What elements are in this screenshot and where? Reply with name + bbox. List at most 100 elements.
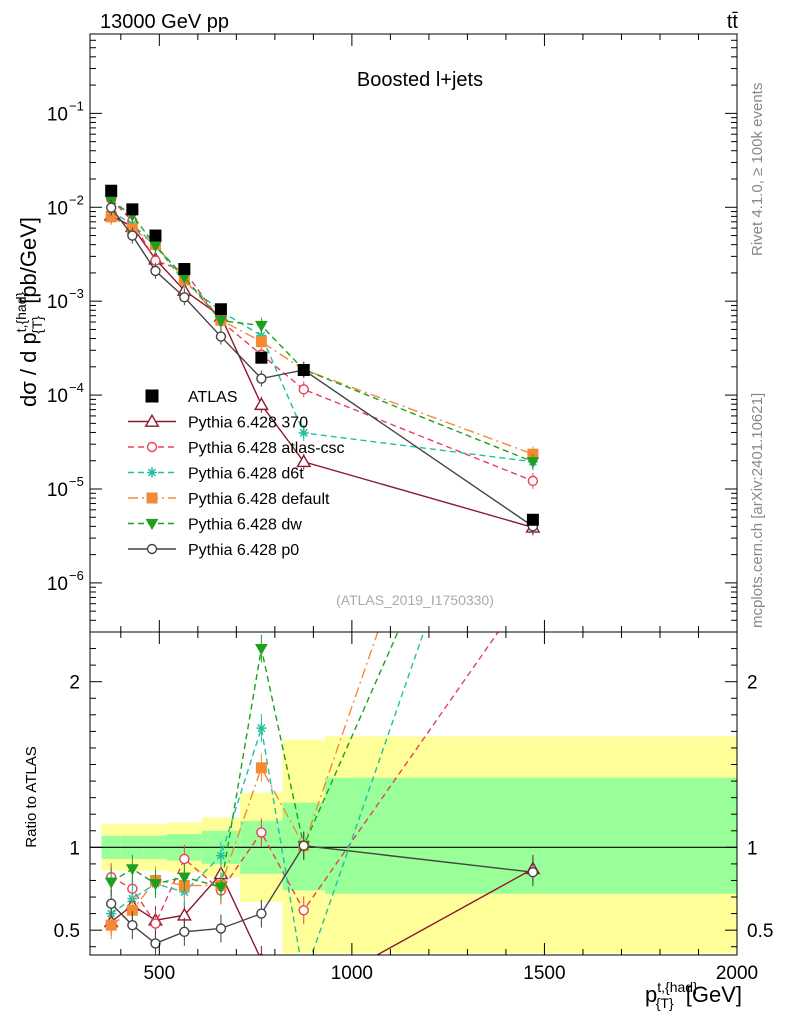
ratio-ytick-label: 2 (69, 673, 80, 694)
main-series-point (179, 292, 190, 303)
main-ylabel-sup: t,{had} (13, 291, 29, 332)
main-series-point (149, 241, 162, 253)
main-series-point (255, 320, 268, 333)
main-marks (103, 184, 541, 536)
ratio-series-point (150, 938, 161, 949)
ratio-ytick-label-right: 2 (747, 673, 758, 694)
ratio-series-point (528, 312, 538, 322)
rivet-label: Rivet 4.1.0, ≥ 100k events (749, 83, 766, 256)
ratio-series-point (256, 723, 267, 734)
main-series-point (527, 475, 539, 487)
ratio-xlabel-tail: [GeV] (680, 982, 742, 1007)
ratio-xlabel-sup: t,{had} (657, 979, 698, 995)
main-series-point (214, 316, 228, 328)
ratio-series-point (528, 180, 538, 190)
main-series-point (253, 397, 269, 411)
ratio-series-point (298, 905, 309, 916)
main-ytick-label: 10 (47, 104, 68, 125)
ratio-series-point (528, 578, 537, 587)
main-ytick-label: 10 (47, 292, 68, 313)
main-series-2 (106, 203, 538, 470)
legend-label: ATLAS (188, 389, 238, 406)
ratio-series-point (104, 877, 118, 889)
main-data-point (214, 303, 227, 316)
ratio-series-line (110, 632, 425, 955)
ratio-ytick-label: 0.5 (54, 921, 80, 942)
main-data-point (105, 184, 118, 197)
header-right: tt̄ (727, 11, 739, 33)
main-data-point (178, 263, 191, 276)
legend-marker (145, 389, 159, 403)
ratio-series-point (126, 864, 139, 876)
ratio-ytick-label-right: 0.5 (747, 921, 773, 942)
main-series-point (255, 336, 267, 348)
ratio-series-line (110, 632, 379, 926)
main-ylabel-sub: {T} (29, 316, 45, 334)
ratio-marks (103, 180, 541, 1000)
main-series-point (256, 373, 267, 384)
legend-label: Pythia 6.428 dw (188, 517, 302, 534)
ratio-series-point (214, 882, 228, 894)
main-ytick-label: 10 (47, 480, 68, 501)
main-data-point (149, 229, 162, 242)
ratio-series-point (299, 973, 309, 983)
main-series-line (110, 210, 533, 463)
main-ytick-exp: −5 (69, 474, 84, 489)
ratio-series-point (255, 762, 267, 774)
analysis-tag: (ATLAS_2019_I1750330) (336, 592, 494, 608)
legend-label: Pythia 6.428 atlas-csc (188, 440, 345, 457)
ratio-xlabel: pt,{had} {T} [GeV] (645, 979, 742, 1011)
main-data-point (126, 203, 139, 216)
ratio-series-point (179, 926, 190, 938)
ratio-series-point (297, 989, 310, 1000)
mcplots-label: mcplots.cern.ch [arXiv:2401.10621] (749, 393, 766, 628)
ratio-series-point (256, 827, 267, 838)
main-data-point (297, 363, 310, 376)
ratio-series-point (149, 879, 162, 891)
ratio-xlabel-sub: {T} (656, 995, 674, 1011)
legend-marker (146, 441, 158, 453)
main-series-point (526, 457, 540, 469)
legend-label: Pythia 6.428 d6t (188, 466, 304, 483)
legend-label: Pythia 6.428 370 (188, 415, 308, 432)
legend-marker (144, 413, 160, 427)
main-series-point (105, 202, 117, 213)
ratio-xtick-label: 1000 (331, 963, 373, 984)
main-ytick-exp: −1 (69, 98, 84, 113)
main-ytick-exp: −3 (69, 286, 84, 301)
ratio-xtick-label: 500 (143, 963, 175, 984)
main-series-line (110, 216, 534, 455)
main-ylabel-tail: [pb/GeV] (16, 217, 41, 310)
main-series-5 (105, 199, 539, 535)
ratio-series-point (177, 872, 191, 884)
ratio-panel: 0.5 0.5 1 1 2 2 500 1000 1500 2000 Ratio to ATLAS… (23, 180, 773, 1011)
header-left: 13000 GeV pp (100, 11, 229, 33)
main-ylabel-main: dσ / d p (16, 332, 41, 407)
main-ytick-exp: −2 (69, 192, 84, 207)
main-series-point (127, 230, 138, 241)
legend-marker (146, 492, 158, 504)
main-series-point (298, 427, 309, 438)
main-data-point (526, 513, 539, 526)
main-series-line (110, 207, 534, 527)
main-series-point (150, 265, 161, 277)
ratio-ytick-label-right: 1 (747, 838, 758, 859)
ratio-xtick-label: 2000 (716, 963, 758, 984)
ratio-xtick-label: 1500 (523, 963, 565, 984)
main-series-point (298, 384, 309, 395)
ratio-series-4 (104, 632, 399, 902)
ratio-ytick-label: 1 (69, 838, 80, 859)
ratio-series-point (150, 918, 161, 929)
ratio-series-point (256, 908, 267, 919)
main-series-point (296, 454, 312, 468)
ratio-series-point (255, 643, 268, 656)
main-ylabel: dσ / d pt,{had}{T} [pb/GeV] (13, 217, 45, 407)
ratio-series-point (215, 923, 227, 934)
ratio-frame (89, 631, 738, 956)
ratio-series-5 (105, 831, 539, 955)
ratio-axes: 0.5 0.5 1 1 2 2 500 1000 1500 2000 (54, 632, 773, 984)
main-data-point (255, 351, 268, 364)
main-ytick-label: 10 (47, 198, 68, 219)
main-series-line (110, 199, 534, 463)
ratio-series-point (105, 898, 117, 909)
